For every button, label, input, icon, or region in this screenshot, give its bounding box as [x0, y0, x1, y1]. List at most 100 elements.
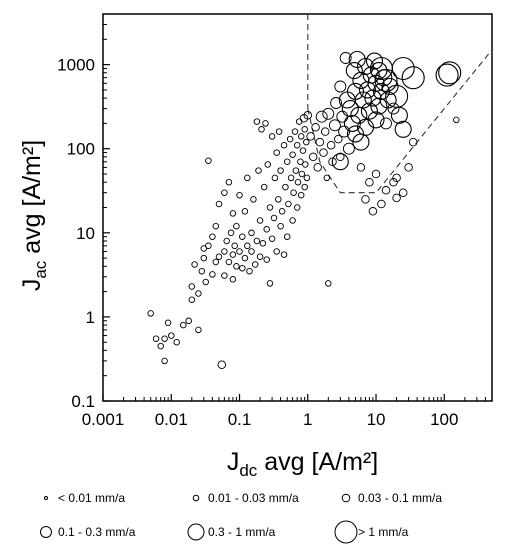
x-tick-label: 0.001 [82, 410, 125, 429]
scatter-point [168, 332, 175, 339]
scatter-point [328, 119, 341, 132]
scatter-point [294, 178, 302, 186]
scatter-point [236, 191, 243, 199]
scatter-point [301, 183, 308, 191]
scatter-point [308, 152, 318, 162]
scatter-point [374, 68, 398, 92]
scatter-point [301, 126, 308, 133]
scatter-point [297, 133, 305, 140]
scatter-point [188, 283, 196, 290]
scatter-point [368, 207, 378, 216]
scatter-point [212, 258, 220, 266]
scatter-point [215, 253, 223, 260]
scatter-point [209, 233, 216, 240]
scatter-point [229, 210, 237, 217]
scatter-point [392, 173, 401, 183]
scatter-point [297, 158, 304, 165]
scatter-point [253, 118, 261, 125]
scatter-point [320, 127, 330, 136]
scatter-point [398, 188, 408, 197]
scatter-point [303, 111, 313, 120]
scatter-point [435, 63, 459, 87]
scatter-point [311, 123, 320, 132]
scatter-point [212, 222, 220, 230]
y-tick-label: 10 [76, 224, 95, 243]
scatter-point [401, 66, 425, 90]
x-axis-title-rest: avg [A/m²] [257, 448, 378, 476]
scatter-point [231, 242, 238, 250]
scatter-point [277, 222, 284, 230]
x-tick-label: 0.01 [155, 410, 188, 429]
scatter-point [188, 296, 196, 303]
scatter-point [287, 174, 295, 182]
scatter-point [278, 208, 286, 215]
scatter-point [161, 357, 168, 365]
scatter-point [268, 133, 276, 140]
scatter-point [331, 153, 349, 171]
x-tick-label: 1 [303, 410, 312, 429]
legend-label: < 0.01 mm/a [58, 491, 125, 505]
scatter-point [248, 248, 255, 255]
scatter-point [303, 138, 310, 146]
scatter-point [221, 248, 228, 255]
scatter-point [391, 56, 415, 81]
scatter-point [336, 110, 349, 123]
scatter-point [361, 195, 370, 204]
scatter-point [255, 167, 262, 174]
scatter-point [319, 148, 328, 157]
scatter-point [283, 233, 291, 240]
y-axis: 0.1 1 10 100 1000 [57, 13, 110, 411]
scatter-point [263, 256, 270, 263]
legend-marker [44, 496, 48, 500]
scatter-point [180, 321, 187, 329]
scatter-point [241, 254, 249, 262]
scatter-point [244, 242, 251, 250]
x-axis-title-sub: dc [239, 461, 257, 480]
scatter-point [225, 258, 233, 266]
legend-marker [192, 494, 200, 502]
scatter-point [338, 91, 356, 109]
scatter-point [290, 189, 297, 196]
legend-label: 0.1 - 0.3 mm/a [58, 525, 136, 539]
scatter-point [291, 128, 299, 135]
scatter-point [408, 137, 418, 147]
scatter-point [381, 186, 391, 195]
scatter-point [292, 167, 300, 174]
y-tick-label: 100 [67, 140, 95, 159]
scatter-point [325, 280, 332, 287]
x-axis: 0.001 0.01 0.1 1 10 100 [82, 394, 493, 429]
scatter-point [283, 158, 291, 165]
scatter-point [381, 77, 399, 96]
scatter-point [367, 111, 385, 129]
scatter-point [260, 183, 268, 191]
scatter-point [322, 107, 335, 120]
scatter-point [152, 335, 160, 342]
scatter-point [221, 189, 228, 196]
scatter-point [239, 233, 246, 240]
scatter-point [236, 248, 243, 255]
scatter-point [356, 57, 375, 76]
scatter-point [239, 264, 246, 272]
scatter-point [264, 161, 272, 168]
legend-label: > 1 mm/a [358, 525, 409, 539]
scatter-point [302, 161, 309, 168]
legend-marker [187, 523, 205, 541]
scatter-point [195, 326, 202, 334]
x-tick-label: 100 [430, 410, 458, 429]
scatter-point [313, 163, 322, 172]
legend-marker [334, 520, 358, 544]
scatter-point [275, 128, 283, 135]
scatter-point [233, 263, 240, 270]
scatter-point [303, 174, 311, 182]
scatter-point [334, 80, 347, 93]
scatter-point [334, 134, 343, 144]
scatter-point [280, 251, 288, 258]
scatter-point [251, 261, 259, 268]
legend-marker [40, 526, 52, 538]
scatter-point [185, 317, 192, 325]
x-tick-label: 0.1 [228, 410, 252, 429]
scatter-point [394, 120, 412, 138]
scatter-point [217, 360, 227, 369]
